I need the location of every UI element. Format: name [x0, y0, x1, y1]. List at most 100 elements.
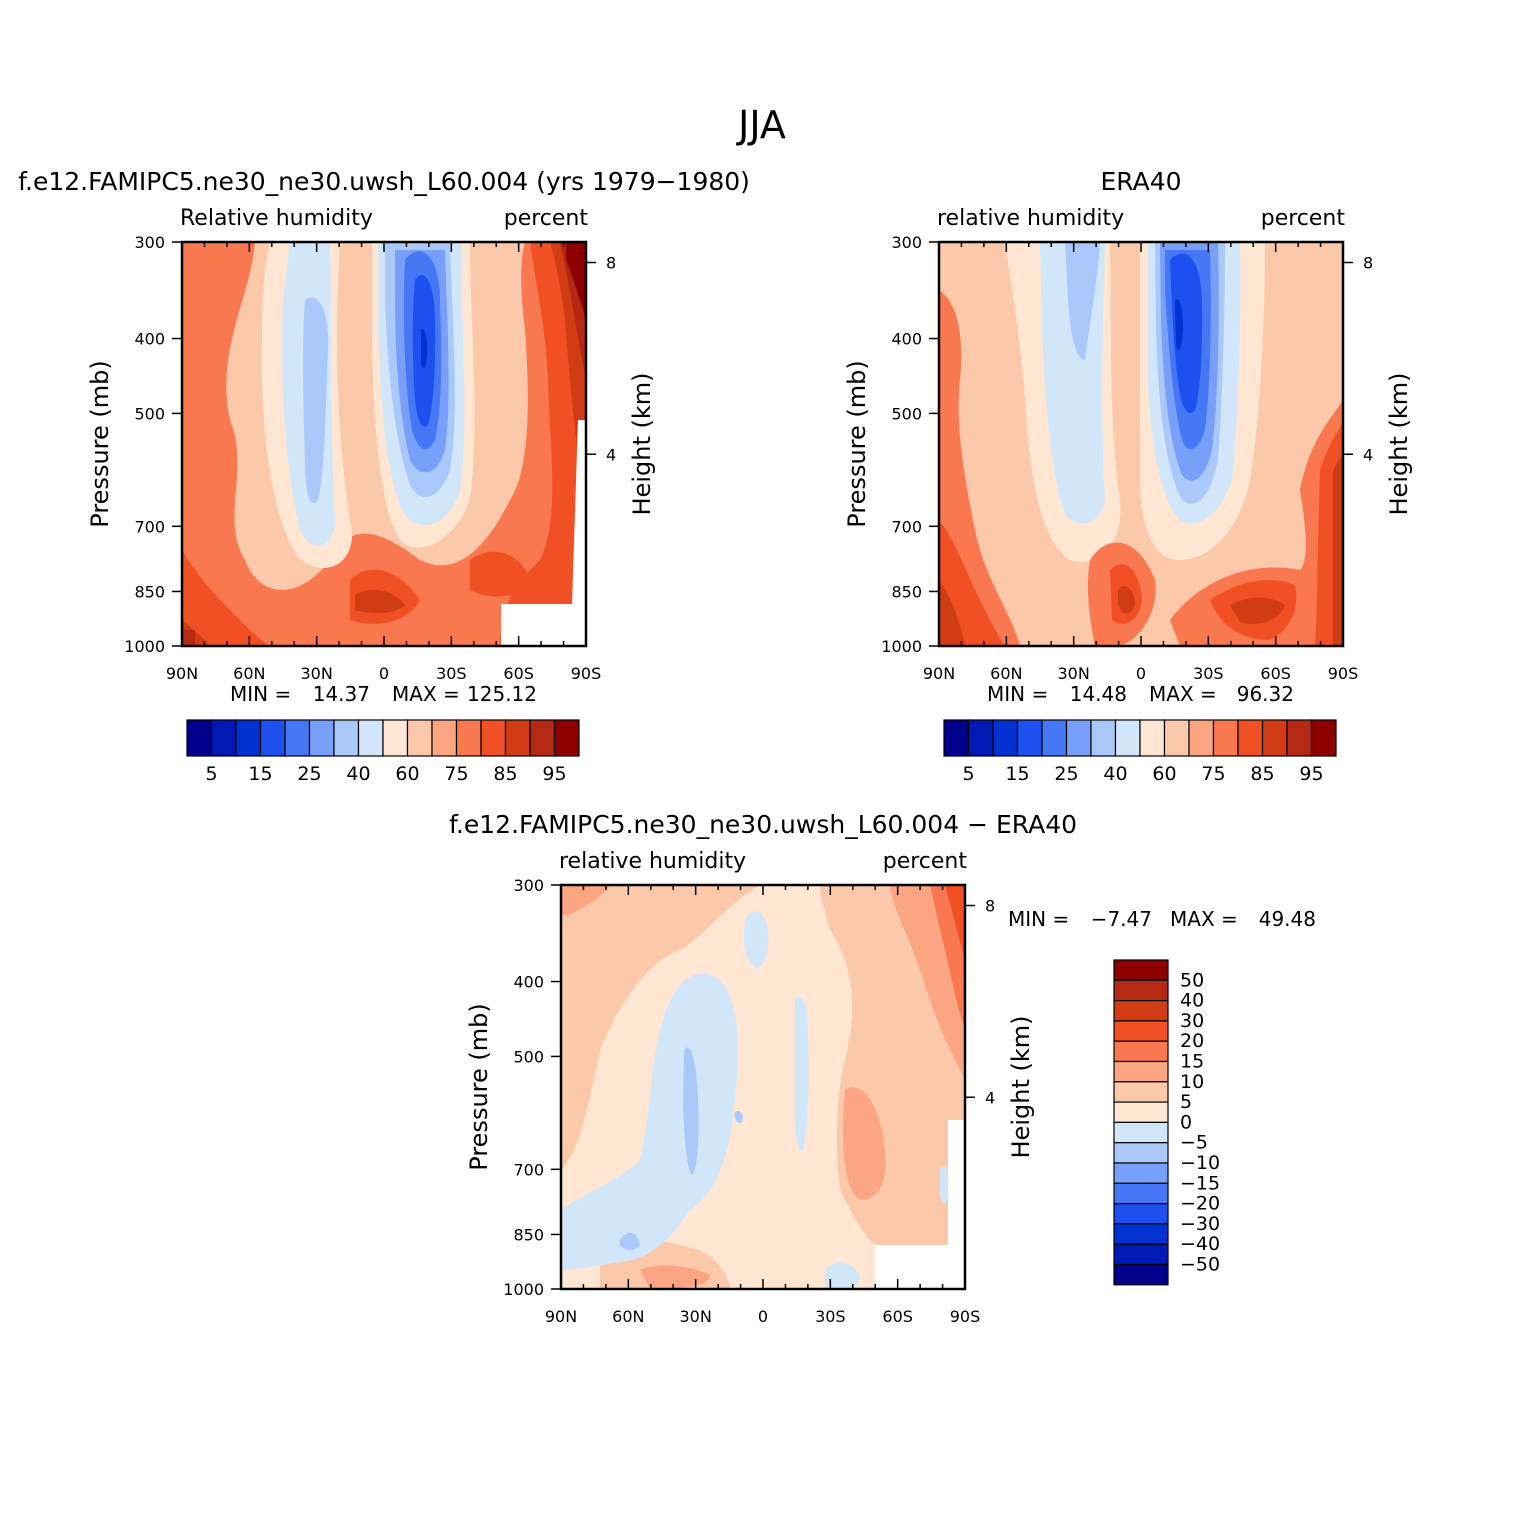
colorbar-label: 5 — [205, 763, 217, 785]
colorbar-swatch — [259, 719, 286, 757]
contour-region-5 — [945, 885, 965, 960]
colorbar-label: 20 — [1180, 1030, 1204, 1052]
colorbar-swatch — [1041, 719, 1068, 757]
colorbar-label: 15 — [1005, 763, 1029, 785]
y-axis-label: Pressure (mb) — [843, 360, 871, 527]
colorbar-swatch — [1113, 1142, 1169, 1164]
colorbar-label: 5 — [1180, 1091, 1192, 1113]
colorbar-swatch — [1113, 1081, 1169, 1103]
x-tick-label: 0 — [379, 664, 389, 683]
x-tick-label: 30N — [301, 664, 333, 683]
y2-tick-label: 4 — [606, 445, 616, 464]
colorbar-label: −30 — [1180, 1213, 1220, 1235]
colorbar-swatch — [1113, 1243, 1169, 1266]
colorbar-swatch — [1113, 1202, 1169, 1225]
y-tick-label: 500 — [891, 404, 922, 423]
contour-region-9 — [421, 329, 428, 369]
max-value: 125.12 — [467, 682, 537, 706]
panel-title: f.e12.FAMIPC5.ne30_ne30.uwsh_L60.004 − E… — [449, 810, 1077, 839]
colorbar-label: −10 — [1180, 1152, 1220, 1174]
colorbar-swatch — [1113, 1162, 1169, 1184]
chart-panel-3: f.e12.FAMIPC5.ne30_ne30.uwsh_L60.004 − E… — [449, 810, 1316, 1326]
colorbar-label: −40 — [1180, 1233, 1220, 1255]
contour-region-8 — [875, 1120, 965, 1289]
colorbar-swatch — [1065, 719, 1092, 757]
colorbar-swatch — [1163, 719, 1190, 757]
colorbar-label: 0 — [1180, 1111, 1192, 1133]
colorbar-swatch — [1113, 1223, 1169, 1245]
y-tick-label: 300 — [513, 876, 544, 895]
colorbar-swatch — [553, 719, 580, 757]
y-axis-label: Pressure (mb) — [465, 1003, 493, 1170]
colorbar-swatch — [1114, 719, 1141, 757]
colorbar-swatch — [1188, 719, 1215, 757]
y-tick-label: 500 — [134, 404, 165, 423]
colorbar-swatch — [1310, 719, 1337, 757]
colorbar-label: 85 — [493, 763, 517, 785]
y2-axis-label: Height (km) — [1385, 373, 1413, 516]
colorbar-label: 5 — [962, 763, 974, 785]
x-tick-label: 30S — [436, 664, 467, 683]
colorbar-swatch — [1113, 979, 1169, 1002]
colorbar-swatch — [1113, 999, 1169, 1022]
colorbar-swatch — [284, 719, 311, 757]
colorbar: 5 15 25 40 60 75 85 95 — [186, 719, 580, 785]
y-tick-label: 1000 — [124, 637, 165, 656]
colorbar-label: 50 — [1180, 969, 1204, 991]
x-tick-label: 30N — [680, 1307, 712, 1326]
colorbar-swatch — [943, 719, 970, 757]
contour-region-2 — [182, 242, 586, 646]
colorbar-label: 40 — [1103, 763, 1127, 785]
x-tick-label: 90S — [571, 664, 602, 683]
contour-region-8 — [1175, 299, 1183, 350]
y2-tick-label: 4 — [985, 1088, 995, 1107]
y2-axis-label: Height (km) — [628, 373, 656, 516]
panel-title: ERA40 — [1100, 167, 1181, 196]
min-value: −7.47 — [1091, 907, 1152, 931]
min-label: MIN = — [987, 682, 1048, 706]
y2-tick-label: 4 — [1363, 445, 1373, 464]
colorbar-label: 40 — [346, 763, 370, 785]
y2-tick-label: 8 — [985, 897, 995, 916]
colorbar-swatch — [1261, 719, 1288, 757]
y-tick-label: 1000 — [881, 637, 922, 656]
variable-label: Relative humidity — [180, 206, 373, 231]
y2-tick-label: 8 — [606, 254, 616, 273]
contour-field — [182, 242, 586, 646]
colorbar-swatch — [1113, 959, 1169, 981]
colorbar-label: 25 — [1054, 763, 1078, 785]
colorbar-swatch — [1113, 1182, 1169, 1205]
colorbar-swatch — [333, 719, 360, 757]
y-tick-label: 850 — [513, 1225, 544, 1244]
min-value: 14.37 — [313, 682, 370, 706]
variable-label: relative humidity — [937, 206, 1124, 231]
y-tick-label: 300 — [891, 233, 922, 252]
x-tick-label: 60N — [233, 664, 265, 683]
colorbar-swatch — [186, 719, 213, 757]
y-tick-label: 700 — [513, 1160, 544, 1179]
min-label: MIN = — [1008, 907, 1069, 931]
y-tick-label: 1000 — [503, 1280, 544, 1299]
colorbar-label: −20 — [1180, 1193, 1220, 1215]
x-tick-label: 60S — [1260, 664, 1291, 683]
x-tick-label: 90S — [950, 1307, 981, 1326]
colorbar-swatch — [480, 719, 507, 757]
colorbar-swatch — [1113, 1060, 1169, 1083]
colorbar-label: −15 — [1180, 1172, 1220, 1194]
x-tick-label: 90N — [166, 664, 198, 683]
x-tick-label: 0 — [1136, 664, 1146, 683]
x-tick-label: 90S — [1328, 664, 1359, 683]
y-tick-label: 500 — [513, 1047, 544, 1066]
colorbar-swatch — [382, 719, 409, 757]
units-label: percent — [504, 206, 589, 231]
contour-region-13 — [566, 242, 586, 320]
colorbar-label: 10 — [1180, 1071, 1204, 1093]
colorbar-swatch — [1113, 1263, 1169, 1286]
colorbar-swatch — [1113, 1020, 1169, 1042]
colorbar-label: −5 — [1180, 1132, 1208, 1154]
colorbar-label: 85 — [1250, 763, 1274, 785]
colorbar-label: 75 — [1201, 763, 1225, 785]
colorbar-label: 40 — [1180, 990, 1204, 1012]
